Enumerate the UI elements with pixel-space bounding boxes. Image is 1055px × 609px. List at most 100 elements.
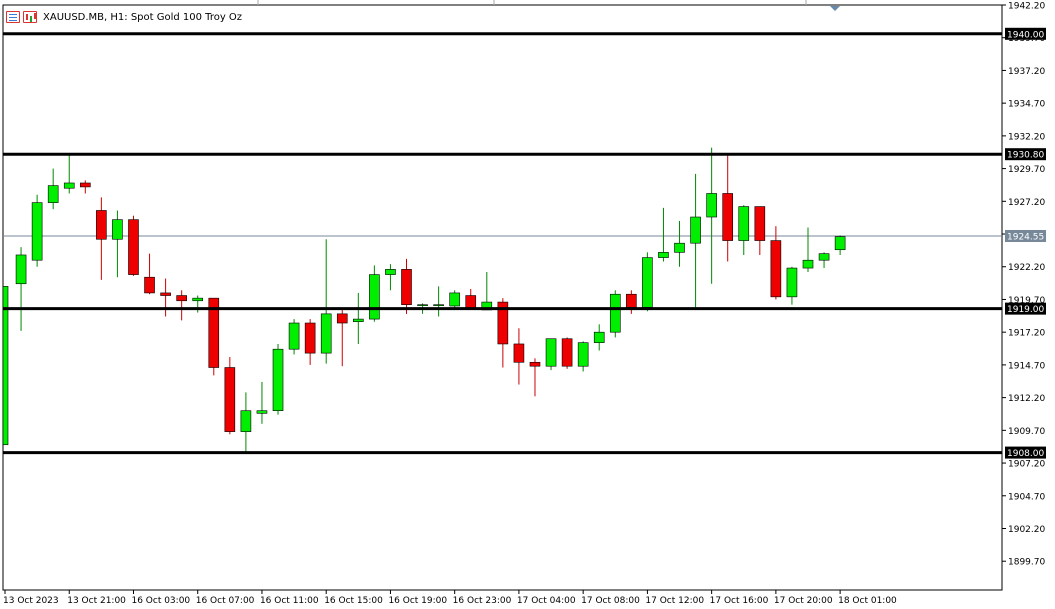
candle-body <box>96 210 107 240</box>
candle-body <box>336 313 348 324</box>
current-price-badge <box>1005 229 1046 242</box>
candle-body <box>304 322 316 354</box>
candle-body <box>224 367 236 432</box>
candle-body <box>674 242 685 253</box>
candle-body <box>738 206 750 241</box>
candle-body <box>2 286 9 446</box>
x-tick-label: 17 Oct 20:00 <box>774 596 833 606</box>
candle-body <box>786 267 798 298</box>
candle-body <box>353 318 364 323</box>
candle-body <box>690 216 701 244</box>
quotes-icon[interactable] <box>6 11 20 23</box>
current-price-label: 1924.55 <box>1007 232 1044 242</box>
y-tick-label: 1919.70 <box>1008 296 1045 306</box>
x-tick-label: 17 Oct 04:00 <box>517 596 576 606</box>
candle-body <box>545 338 557 367</box>
candle-body <box>63 182 75 189</box>
x-tick-label: 16 Oct 15:00 <box>324 596 383 606</box>
x-tick-label: 16 Oct 11:00 <box>260 596 319 606</box>
y-tick-label: 1907.20 <box>1008 460 1045 470</box>
candle-body <box>593 331 605 343</box>
candle-body <box>834 236 846 251</box>
x-tick-label: 17 Oct 12:00 <box>645 596 704 606</box>
level-price-badge <box>1005 27 1046 40</box>
candle-body <box>208 297 220 368</box>
level-price-label: 1940.00 <box>1007 30 1044 40</box>
candle-body <box>465 295 477 309</box>
candle-body <box>80 182 91 188</box>
candle-body <box>272 348 284 412</box>
x-tick-label: 16 Oct 03:00 <box>131 596 190 606</box>
shift-marker-icon <box>830 6 840 11</box>
candle-body <box>160 292 171 296</box>
candle-body <box>176 295 187 302</box>
candle-body <box>369 274 380 320</box>
candle-body <box>144 276 155 294</box>
candle-body <box>626 293 637 308</box>
level-price-label: 1908.00 <box>1007 449 1044 459</box>
level-price-badge <box>1005 148 1046 161</box>
candle-body <box>288 322 300 350</box>
chart-title: XAUUSD.MB, H1: Spot Gold 100 Troy Oz <box>43 11 243 23</box>
y-tick-label: 1932.20 <box>1008 132 1045 142</box>
level-price-badge <box>1005 302 1046 315</box>
candle-body <box>770 240 782 298</box>
candle-body <box>15 254 27 285</box>
candle-body <box>497 301 509 345</box>
candle-body <box>47 185 59 203</box>
candle-body <box>256 410 268 414</box>
y-tick-label: 1899.70 <box>1008 558 1045 568</box>
x-tick-label: 13 Oct 2023 <box>3 596 59 606</box>
level-price-label: 1930.80 <box>1007 151 1044 161</box>
candle-body <box>417 304 428 306</box>
candle-body <box>609 293 621 333</box>
candle-body <box>658 252 669 258</box>
candle-body <box>240 410 252 432</box>
y-tick-label: 1934.70 <box>1008 100 1045 110</box>
x-tick-label: 16 Oct 23:00 <box>453 596 512 606</box>
candle-body <box>642 257 653 308</box>
chart-bars-icon[interactable] <box>23 11 37 23</box>
candle-body <box>802 259 814 269</box>
candle-body <box>112 219 123 240</box>
level-price-label: 1919.00 <box>1007 305 1044 315</box>
y-tick-label: 1942.20 <box>1008 2 1045 12</box>
candle-body <box>449 292 460 307</box>
x-tick-label: 18 Oct 01:00 <box>838 596 897 606</box>
candle-body <box>385 269 396 275</box>
y-tick-label: 1904.70 <box>1008 492 1045 502</box>
candle-body <box>754 206 766 241</box>
y-tick-label: 1914.70 <box>1008 361 1045 371</box>
y-tick-label: 1937.20 <box>1008 67 1045 77</box>
candle-body <box>722 193 734 241</box>
x-tick-label: 13 Oct 21:00 <box>67 596 126 606</box>
y-tick-label: 1912.20 <box>1008 394 1045 404</box>
chart-title-bar: XAUUSD.MB, H1: Spot Gold 100 Troy Oz <box>6 10 242 24</box>
candle-body <box>31 202 43 261</box>
candle-body <box>401 269 412 305</box>
x-tick-label: 17 Oct 16:00 <box>710 596 769 606</box>
candle-body <box>818 253 830 261</box>
candle-body <box>577 342 589 367</box>
candle-body <box>513 343 525 363</box>
candle-body <box>529 361 541 367</box>
y-tick-label: 1929.70 <box>1008 165 1045 175</box>
level-price-badge <box>1005 446 1046 459</box>
x-tick-label: 16 Oct 07:00 <box>196 596 255 606</box>
y-tick-label: 1917.20 <box>1008 329 1045 339</box>
x-tick-label: 16 Oct 19:00 <box>388 596 447 606</box>
candle-body <box>128 219 139 275</box>
y-tick-label: 1922.20 <box>1008 263 1045 273</box>
y-tick-label: 1927.20 <box>1008 198 1045 208</box>
y-tick-label: 1902.20 <box>1008 525 1045 535</box>
plot-area <box>2 4 1003 591</box>
candle-body <box>561 338 573 367</box>
candle-body <box>192 297 204 302</box>
candle-body <box>706 193 717 218</box>
candle-body <box>320 313 332 354</box>
candle-body <box>433 304 444 306</box>
y-tick-label: 1909.70 <box>1008 427 1045 437</box>
x-tick-label: 17 Oct 08:00 <box>581 596 640 606</box>
